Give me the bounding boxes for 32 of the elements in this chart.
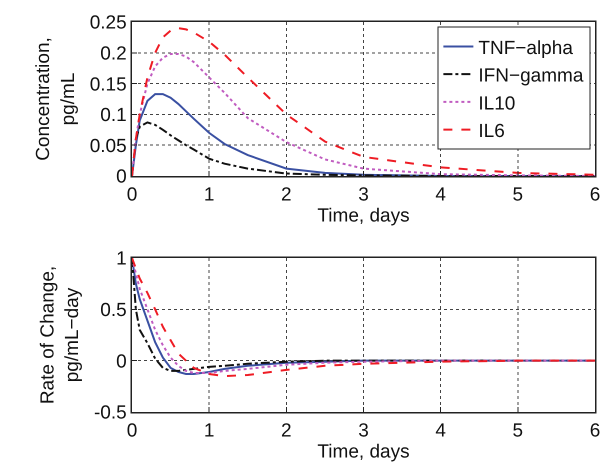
y-axis-title: Concentration, pg/mL [33, 37, 79, 161]
y-tick-label: 0.5 [100, 300, 127, 321]
x-axis-title: Time, days [317, 205, 410, 226]
x-tick-label: 2 [281, 184, 292, 206]
x-tick-label: 1 [204, 184, 214, 206]
line-series [132, 93, 595, 176]
x-tick-label: 1 [204, 420, 214, 442]
y-axis-title: Rate of Change, pg/mL−day [37, 266, 84, 404]
y-tick-label: 1 [116, 248, 127, 270]
x-axis-title: Time, days [317, 441, 410, 462]
y-tick-label: 0 [116, 351, 127, 372]
legend-label: IFN−gamma [478, 66, 584, 87]
y-tick-label: 0.2 [100, 43, 127, 64]
x-tick-label: 5 [512, 420, 524, 442]
legend-label: IL6 [478, 120, 505, 142]
line-series [132, 27, 595, 176]
legend-label: TNF−alpha [478, 38, 574, 59]
y-tick-label: 0.1 [100, 105, 127, 126]
y-tick-label: 0.15 [90, 74, 127, 96]
x-tick-label: 2 [281, 420, 292, 442]
x-tick-label: 3 [358, 184, 369, 206]
x-tick-label: 5 [512, 184, 524, 206]
y-tick-label: 0.05 [90, 136, 127, 157]
x-tick-label: 6 [590, 420, 600, 442]
x-tick-label: 6 [590, 184, 600, 206]
x-tick-label: 3 [358, 420, 369, 442]
x-tick-label: 4 [435, 420, 446, 442]
y-tick-label: 0.25 [90, 12, 127, 34]
y-tick-label: 0 [116, 166, 127, 188]
x-tick-label: 4 [435, 184, 446, 206]
legend-label: IL10 [478, 93, 516, 114]
y-tick-label: -0.5 [94, 402, 127, 424]
